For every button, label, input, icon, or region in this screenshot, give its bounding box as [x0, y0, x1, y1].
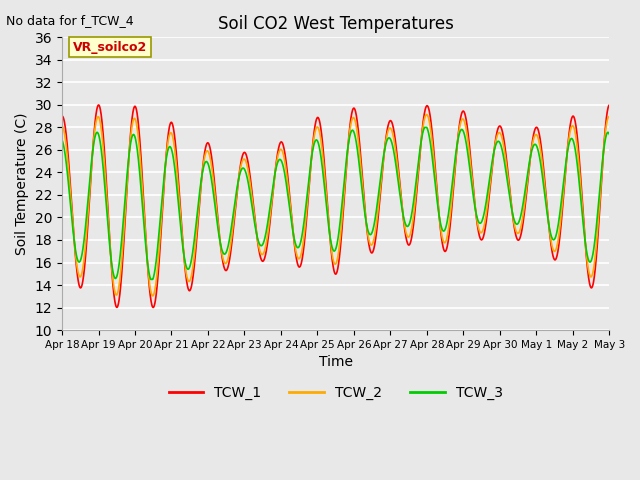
TCW_3: [324, 222, 332, 228]
Text: VR_soilco2: VR_soilco2: [73, 40, 147, 53]
TCW_3: [147, 276, 155, 282]
TCW_3: [86, 175, 94, 180]
TCW_2: [58, 123, 66, 129]
TCW_3: [605, 132, 613, 137]
TCW_1: [324, 216, 332, 221]
Line: TCW_1: TCW_1: [62, 105, 609, 308]
TCW_2: [605, 114, 613, 120]
Line: TCW_2: TCW_2: [62, 115, 609, 296]
TCW_2: [490, 152, 497, 157]
TCW_2: [310, 135, 318, 141]
TCW_1: [58, 113, 66, 119]
TCW_1: [149, 305, 157, 311]
TCW_3: [310, 142, 318, 147]
TCW_2: [149, 293, 157, 299]
TCW_2: [590, 265, 598, 271]
Y-axis label: Soil Temperature (C): Soil Temperature (C): [15, 112, 29, 255]
TCW_1: [590, 277, 598, 283]
TCW_1: [490, 155, 497, 160]
TCW_3: [490, 151, 497, 156]
TCW_2: [86, 183, 94, 189]
TCW_1: [605, 102, 613, 108]
TCW_1: [86, 189, 94, 194]
TCW_2: [423, 112, 431, 118]
Line: TCW_3: TCW_3: [62, 127, 609, 279]
Legend: TCW_1, TCW_2, TCW_3: TCW_1, TCW_2, TCW_3: [163, 380, 508, 405]
TCW_1: [310, 131, 318, 136]
TCW_2: [590, 263, 598, 269]
X-axis label: Time: Time: [319, 355, 353, 369]
TCW_3: [590, 244, 598, 250]
TCW_1: [589, 279, 597, 285]
TCW_3: [58, 137, 66, 143]
TCW_3: [420, 124, 428, 130]
TCW_3: [590, 246, 598, 252]
TCW_2: [324, 218, 332, 224]
Text: No data for f_TCW_4: No data for f_TCW_4: [6, 14, 134, 27]
Title: Soil CO2 West Temperatures: Soil CO2 West Temperatures: [218, 15, 454, 33]
